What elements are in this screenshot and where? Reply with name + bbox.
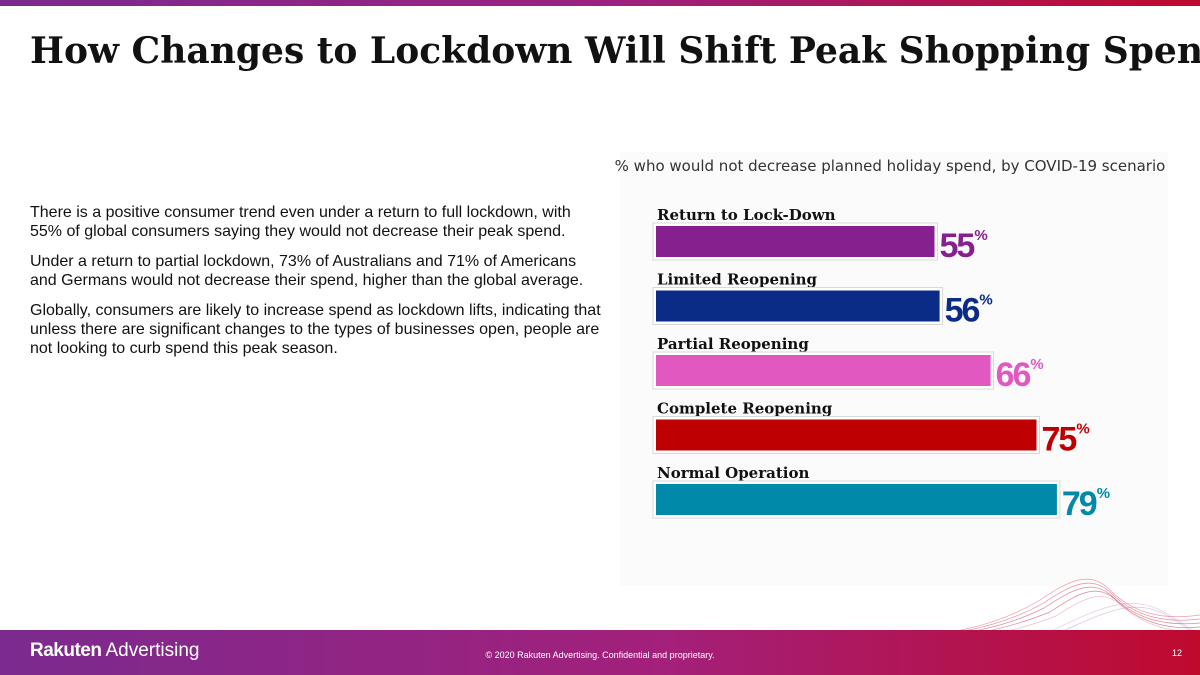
- percent-sign: %: [974, 227, 987, 244]
- footer-band: [0, 630, 1200, 675]
- bar: [656, 290, 940, 322]
- bar: [656, 484, 1057, 515]
- bar: [656, 355, 991, 386]
- percent-sign: %: [1097, 485, 1110, 502]
- paragraph-2: Under a return to partial lockdown, 73% …: [30, 253, 584, 289]
- percent-sign: %: [1030, 356, 1043, 373]
- copyright-notice: © 2020 Rakuten Advertising. Confidential…: [485, 650, 715, 660]
- category-label: Complete Reopening: [657, 400, 833, 418]
- top-accent-band: [0, 0, 1200, 6]
- value-label: 55: [940, 227, 975, 265]
- category-label: Normal Operation: [657, 464, 809, 482]
- logo-brand: Rakuten: [30, 640, 102, 661]
- rakuten-advertising-logo: Rakuten Advertising: [30, 640, 199, 662]
- page-number: 12: [1171, 648, 1182, 658]
- paragraph-1: There is a positive consumer trend even …: [30, 204, 571, 240]
- bar: [656, 419, 1037, 451]
- decorative-wave-graphic: [880, 578, 1200, 640]
- bar: [656, 226, 935, 257]
- category-label: Partial Reopening: [657, 335, 809, 353]
- logo-sub: Advertising: [105, 640, 200, 661]
- value-label: 66: [996, 356, 1031, 394]
- category-label: Limited Reopening: [657, 271, 818, 289]
- value-label: 79: [1062, 485, 1097, 523]
- value-label: 56: [945, 292, 980, 330]
- value-label: 75: [1042, 421, 1077, 459]
- percent-sign: %: [1076, 421, 1089, 438]
- paragraph-3: Globally, consumers are likely to increa…: [30, 302, 601, 357]
- slide-title: How Changes to Lockdown Will Shift Peak …: [30, 30, 1200, 72]
- chart-title: % who would not decrease planned holiday…: [614, 157, 1166, 175]
- category-label: Return to Lock-Down: [657, 206, 836, 224]
- body-text: There is a positive consumer trend even …: [30, 203, 605, 369]
- percent-sign: %: [979, 292, 992, 309]
